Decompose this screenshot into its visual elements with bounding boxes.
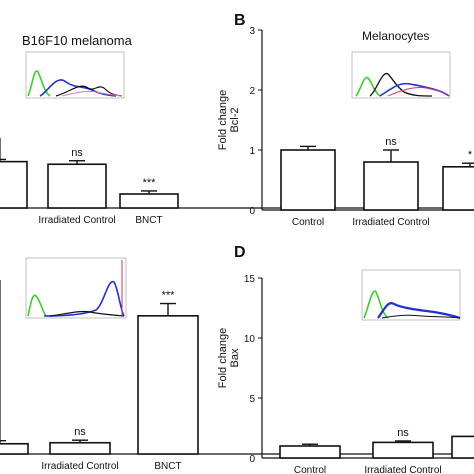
panel-a-chart: ns Irradiated Control *** BNCT (0, 138, 474, 226)
panel-a-significance-1: ns (71, 147, 83, 159)
panel-a-category-label-1: Irradiated Control (38, 215, 115, 226)
panel-b-ytick-label-3: 3 (249, 26, 255, 37)
flow-histogram-inset-d (361, 269, 461, 321)
panel-d-bar-2 (451, 435, 474, 459)
panel-d-chart: 0 5 10 15 Control ns Irradiated Control (244, 274, 474, 474)
panel-c-bar-0 (0, 442, 29, 455)
panel-a-bar-1 (47, 163, 107, 209)
panel-d-ylabel: Fold change Bax (217, 328, 241, 389)
panel-c-category-label-1: Irradiated Control (41, 461, 118, 472)
panel-b-significance-2: * (468, 149, 473, 161)
panel-a-title: B16F10 melanoma (22, 33, 133, 48)
panel-c-bar-1 (49, 441, 111, 455)
flow-histogram-inset-b (351, 51, 451, 99)
flow-histogram-inset-c (25, 257, 127, 319)
panel-b-ytick-label-1: 1 (249, 146, 255, 157)
panel-d-significance-1: ns (397, 427, 409, 439)
panel-b-category-label-0: Control (292, 217, 324, 228)
panel-c-significance-2: *** (162, 290, 176, 302)
panel-b-title: Melanocytes (362, 29, 429, 43)
panel-b-chart: 0 1 2 3 Control ns Irradiated Control * (249, 26, 474, 228)
panel-a-category-label-2: BNCT (135, 215, 162, 226)
panel-b-category-label-1: Irradiated Control (352, 217, 429, 228)
panel-d-ytick-label-2: 10 (244, 334, 256, 345)
panel-c-category-label-2: BNCT (154, 461, 181, 472)
panel-d-ylabel-line2: Bax (229, 348, 241, 367)
panel-b-letter: B (234, 12, 246, 29)
panel-d-ytick-label-3: 15 (244, 274, 256, 285)
panel-d-bar-0 (279, 445, 341, 459)
panel-a-bar-2 (119, 193, 179, 209)
panel-d-ytick-label-1: 5 (249, 394, 255, 405)
panel-b-significance-1: ns (385, 136, 397, 148)
panel-c-chart: ns Irradiated Control *** BNCT (0, 280, 474, 472)
panel-c-significance-1: ns (74, 426, 86, 438)
panel-b-ylabel: Fold change Bcl-2 (217, 90, 241, 151)
panel-d-bar-1 (372, 441, 434, 459)
panel-b-ytick-label-0: 0 (249, 206, 255, 217)
panel-b-bar-0 (280, 149, 336, 211)
flow-histogram-inset-a (25, 51, 125, 99)
panel-a-bar-0 (0, 160, 28, 209)
panel-b-bar-1 (363, 161, 419, 211)
panel-b-ytick-label-2: 2 (249, 86, 255, 97)
panel-d-category-label-1: Irradiated Control (364, 465, 441, 474)
panel-b-ylabel-line2: Bcl-2 (229, 107, 241, 132)
panel-b-bar-2 (442, 166, 474, 211)
panel-d-ytick-label-0: 0 (249, 454, 255, 465)
panel-d-ylabel-line1: Fold change (217, 328, 229, 389)
panel-d-letter: D (234, 244, 246, 261)
panel-a-significance-2: *** (143, 177, 157, 189)
panel-d-category-label-0: Control (294, 465, 326, 474)
panel-c-bar-2 (137, 315, 199, 455)
panel-b-ylabel-line1: Fold change (217, 90, 229, 151)
